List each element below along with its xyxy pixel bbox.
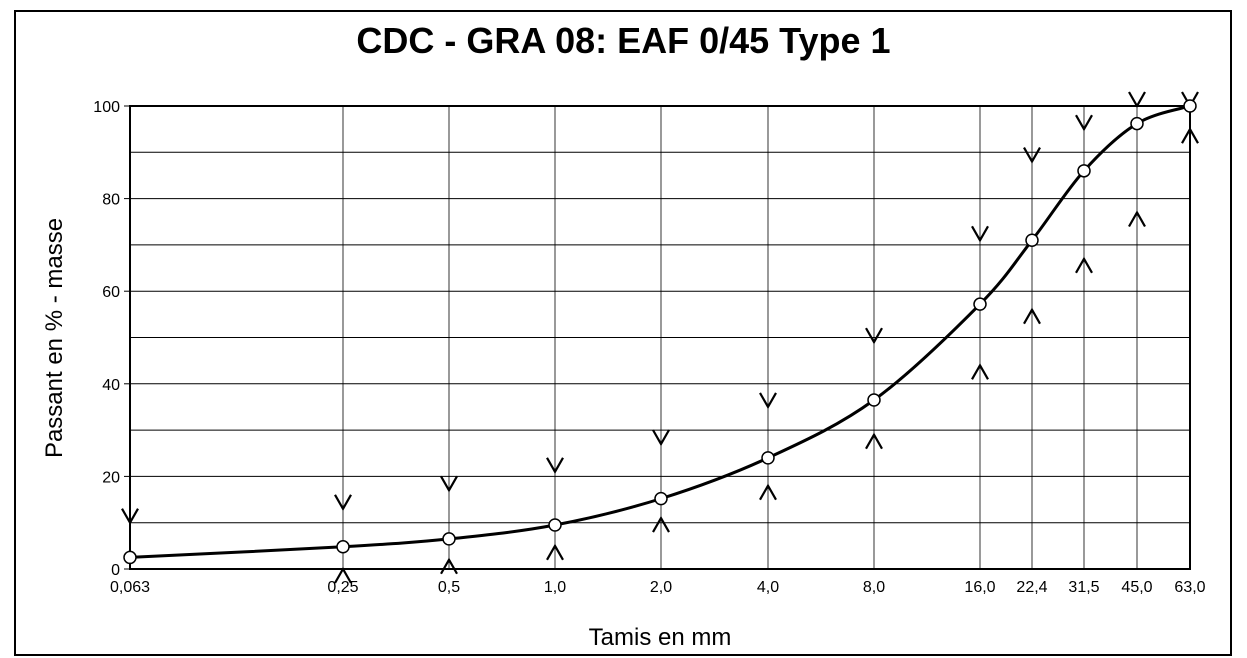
data-point [442, 532, 456, 546]
lower-limit-marker [652, 515, 670, 533]
data-point [867, 393, 881, 407]
lower-limit-marker [865, 432, 883, 450]
y-tick-label: 100 [93, 99, 120, 116]
data-point [973, 297, 987, 311]
upper-limit-marker [1128, 91, 1146, 109]
upper-limit-marker [334, 494, 352, 512]
x-tick-label: 0,25 [327, 579, 358, 596]
upper-limit-marker [971, 225, 989, 243]
y-tick-label: 0 [111, 562, 120, 579]
lower-limit-marker [546, 543, 564, 561]
data-point [1025, 233, 1039, 248]
lower-limit-marker [440, 557, 458, 575]
data-point [336, 540, 350, 554]
x-tick-label: 0,5 [438, 579, 460, 596]
lower-limit-marker [759, 483, 777, 501]
data-point [1130, 116, 1144, 131]
x-tick-label: 4,0 [757, 579, 779, 596]
lower-limit-marker [971, 363, 989, 380]
y-tick-label: 20 [102, 469, 120, 486]
limit-markers [121, 91, 1199, 584]
x-tick-label: 8,0 [863, 579, 885, 596]
grid [130, 106, 1190, 569]
data-point [548, 518, 562, 532]
chart-title: CDC - GRA 08: EAF 0/45 Type 1 [356, 20, 891, 61]
lower-limit-marker [1023, 307, 1041, 325]
x-tick-labels: 0,063 0,25 0,5 1,0 2,0 4,0 8,0 16,0 22,4 31,5 45,0… [110, 579, 1206, 596]
upper-limit-marker [440, 475, 458, 493]
x-tick-label: 1,0 [544, 579, 566, 596]
chart-frame [14, 10, 1232, 656]
upper-limit-marker [1075, 114, 1093, 132]
y-axis-label: Passant en % - masse [41, 218, 68, 458]
x-tick-label: 0,063 [110, 579, 150, 596]
plot-border [129, 105, 1191, 570]
x-tick-label: 31,5 [1068, 579, 1099, 596]
lower-limit-marker [1128, 210, 1146, 228]
x-tick-label: 22,4 [1016, 579, 1047, 596]
y-tick-label: 60 [102, 284, 120, 301]
x-tick-label: 2,0 [650, 579, 672, 596]
upper-limit-marker [865, 327, 883, 345]
upper-limit-marker [652, 429, 670, 447]
data-point [123, 550, 137, 565]
data-point [1183, 99, 1197, 113]
lower-limit-marker [1075, 256, 1093, 274]
data-point [654, 491, 668, 506]
data-point [1077, 164, 1091, 178]
x-tick-label: 16,0 [964, 579, 995, 596]
y-tick-label: 80 [102, 192, 120, 209]
x-tick-label: 63,0 [1174, 579, 1205, 596]
lower-limit-marker [1181, 126, 1199, 144]
x-tick-label: 45,0 [1121, 579, 1152, 596]
data-point [761, 451, 775, 465]
upper-limit-marker [1023, 147, 1041, 164]
upper-limit-marker [759, 392, 777, 410]
grading-curve-line [129, 104, 1191, 559]
y-tick-labels: 0 20 40 60 80 100 [93, 99, 130, 579]
series [123, 99, 1197, 565]
upper-limit-marker [121, 508, 139, 525]
upper-limit-marker [546, 457, 564, 474]
y-tick-label: 40 [102, 377, 120, 394]
lower-limit-marker [334, 566, 352, 584]
x-axis-label: Tamis en mm [589, 624, 732, 651]
